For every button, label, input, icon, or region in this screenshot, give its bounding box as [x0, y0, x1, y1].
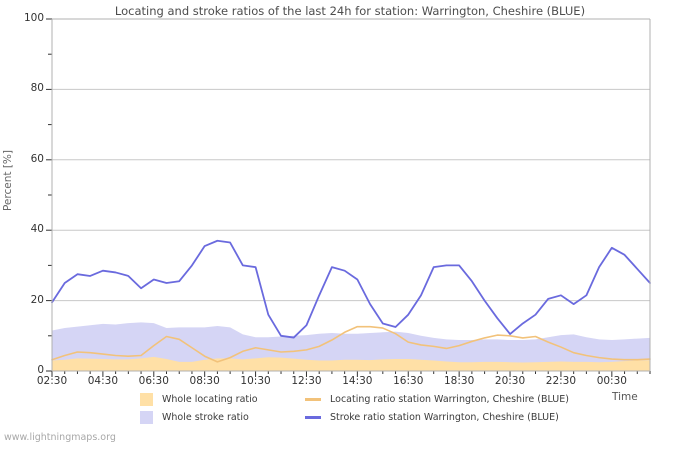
x-tick-label: 00:30 — [596, 375, 627, 387]
plot-frame — [51, 18, 651, 372]
watermark-footer: www.lightningmaps.org — [4, 432, 116, 443]
x-tick-label: 18:30 — [444, 375, 475, 387]
legend-label: Whole stroke ratio — [162, 412, 249, 423]
y-tick-label: 20 — [30, 293, 44, 306]
x-tick-label: 22:30 — [545, 375, 577, 387]
legend-item-whole-stroke-ratio: Whole stroke ratio — [140, 410, 249, 425]
data-series-group — [51, 239, 651, 371]
area-whole-stroke-ratio — [52, 322, 650, 371]
line-station-locating-ratio — [51, 325, 651, 363]
y-tick-label: 40 — [30, 223, 44, 236]
area-whole-locating-ratio — [52, 356, 650, 371]
chart-title: Locating and stroke ratios of the last 2… — [114, 4, 586, 18]
line-station-stroke-ratio — [51, 239, 651, 339]
y-tick-label: 100 — [23, 12, 44, 24]
grid-lines — [52, 18, 650, 302]
legend-item-station-stroke-ratio: Stroke ratio station Warrington, Cheshir… — [305, 410, 559, 425]
x-tick-label: 02:30 — [36, 375, 68, 387]
x-tick-label: 14:30 — [342, 375, 373, 387]
x-tick-label: 04:30 — [87, 375, 119, 387]
legend-item-station-locating-ratio: Locating ratio station Warrington, Chesh… — [305, 392, 569, 407]
legend-label: Whole locating ratio — [162, 394, 258, 405]
x-tick-label: 06:30 — [138, 375, 169, 387]
x-tick-label: 08:30 — [189, 375, 220, 387]
y-tick-label: 60 — [30, 152, 44, 165]
legend-item-whole-locating-ratio: Whole locating ratio — [140, 392, 258, 407]
x-axis-label: Time — [612, 391, 638, 403]
legend-label: Locating ratio station Warrington, Chesh… — [330, 394, 569, 405]
y-tick-label: 0 — [37, 364, 44, 376]
y-axis-ticks — [46, 18, 52, 372]
y-tick-label: 80 — [30, 82, 44, 95]
x-tick-label: 16:30 — [393, 375, 424, 387]
legend-label: Stroke ratio station Warrington, Cheshir… — [330, 412, 559, 423]
x-tick-label: 10:30 — [240, 375, 271, 387]
legend-line-icon — [305, 398, 321, 401]
x-tick-label: 20:30 — [494, 375, 526, 387]
legend-line-icon — [305, 416, 321, 419]
x-tick-label: 12:30 — [291, 375, 322, 387]
legend-swatch-icon — [140, 393, 153, 406]
legend-swatch-icon — [140, 411, 153, 424]
